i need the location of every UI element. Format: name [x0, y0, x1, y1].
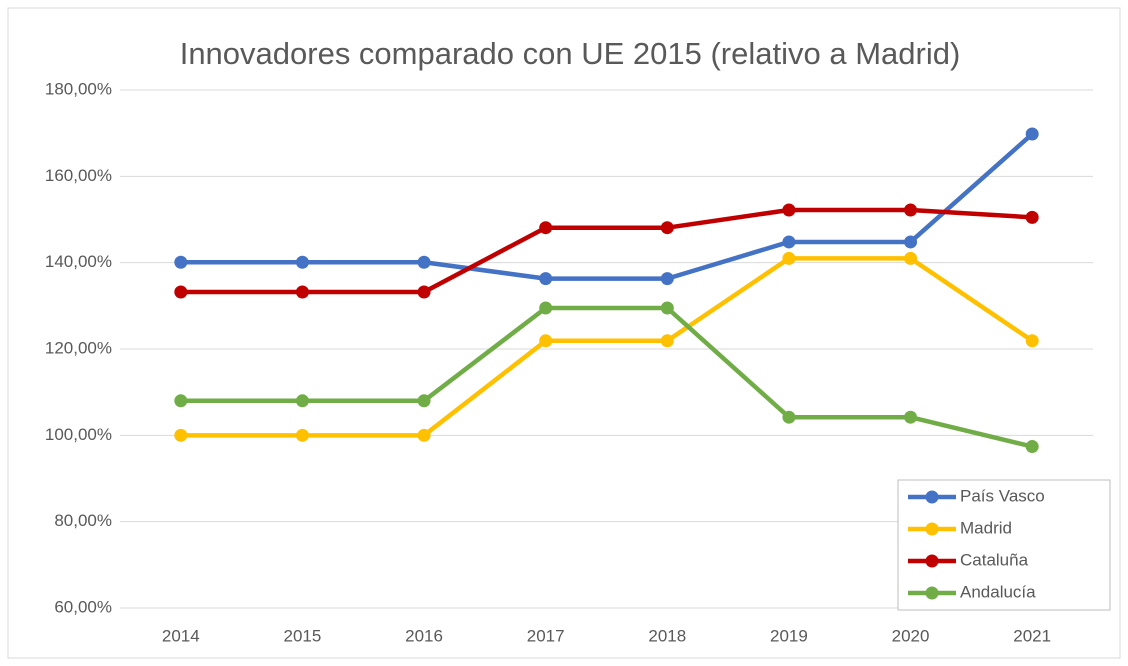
x-tick-label: 2017	[527, 626, 565, 645]
legend-marker	[925, 554, 939, 568]
series-line	[180, 256, 1034, 438]
data-point	[539, 301, 553, 315]
x-tick-label: 2016	[405, 626, 443, 645]
data-point	[660, 334, 674, 348]
data-point	[417, 428, 431, 442]
y-tick-label: 160,00%	[45, 166, 112, 185]
data-point	[174, 394, 188, 408]
data-point	[1025, 127, 1039, 141]
data-point	[539, 272, 553, 286]
series-line	[180, 132, 1034, 281]
data-point	[539, 221, 553, 235]
x-tick-label: 2015	[284, 626, 322, 645]
series-line	[180, 207, 1033, 295]
data-point	[904, 203, 918, 217]
y-tick-label: 100,00%	[45, 425, 112, 444]
data-point	[782, 235, 796, 249]
x-tick-label: 2014	[162, 626, 200, 645]
data-point	[174, 285, 188, 299]
data-point	[417, 285, 431, 299]
x-tick-label: 2021	[1013, 626, 1051, 645]
data-point	[295, 394, 309, 408]
data-point	[904, 410, 918, 424]
data-point	[1025, 440, 1039, 454]
data-point	[295, 428, 309, 442]
data-point	[660, 221, 674, 235]
legend-label: País Vasco	[960, 486, 1045, 505]
data-point	[295, 285, 309, 299]
legend-label: Cataluña	[960, 550, 1029, 569]
legend-marker	[925, 522, 939, 536]
x-tick-label: 2020	[892, 626, 930, 645]
x-tick-label: 2019	[770, 626, 808, 645]
data-point	[782, 203, 796, 217]
data-point	[660, 301, 674, 315]
data-point	[1025, 210, 1039, 224]
data-point	[1025, 334, 1039, 348]
series-line	[180, 305, 1033, 449]
legend-marker	[925, 490, 939, 504]
data-point	[782, 410, 796, 424]
legend-label: Madrid	[960, 518, 1012, 537]
data-point	[782, 251, 796, 265]
legend-label: Andalucía	[960, 582, 1036, 601]
data-point	[904, 235, 918, 249]
data-point	[539, 334, 553, 348]
data-point	[417, 394, 431, 408]
y-tick-label: 120,00%	[45, 338, 112, 357]
data-point	[417, 255, 431, 269]
data-point	[174, 255, 188, 269]
y-tick-label: 180,00%	[45, 79, 112, 98]
legend-marker	[925, 586, 939, 600]
data-point	[904, 251, 918, 265]
data-point	[295, 255, 309, 269]
data-point	[174, 428, 188, 442]
y-tick-label: 80,00%	[54, 511, 112, 530]
chart-title: Innovadores comparado con UE 2015 (relat…	[180, 36, 961, 71]
y-tick-label: 60,00%	[54, 597, 112, 616]
x-tick-label: 2018	[648, 626, 686, 645]
data-point	[660, 272, 674, 286]
y-tick-label: 140,00%	[45, 252, 112, 271]
